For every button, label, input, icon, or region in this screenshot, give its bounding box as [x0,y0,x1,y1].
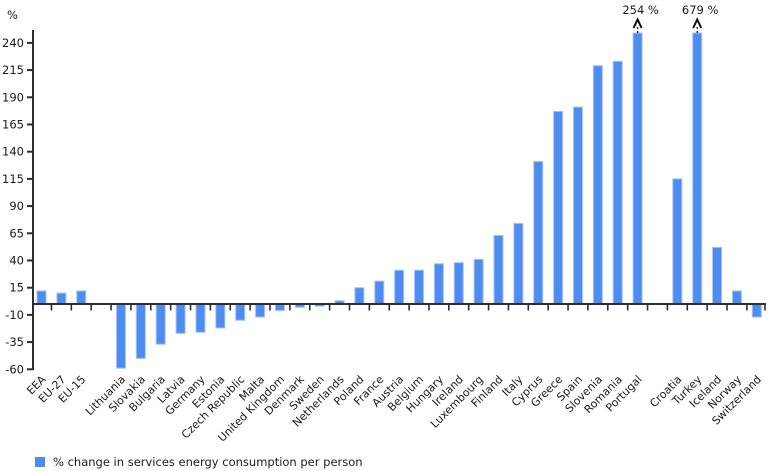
annotation-turkey: 679 % [682,3,719,17]
bar-estonia [215,303,226,329]
y-tick-label-15: 15 [9,281,24,295]
bar-bulgaria [155,303,166,345]
bar-malta [255,303,266,318]
clip-arrow-head [692,17,703,29]
bar-slovakia [135,303,146,359]
bar-spain [572,106,583,305]
y-tick-label-140: 140 [2,145,24,159]
y-tick-label-190: 190 [2,90,24,104]
bar-ireland [453,262,464,305]
bar-norway [731,290,742,305]
bar-belgium [414,269,425,305]
bar-switzerland [751,303,762,318]
bar-poland [354,287,365,305]
bar-slovenia [592,65,603,305]
bar-portugal [632,32,643,305]
bar-croatia [672,178,683,305]
bar-czech-republic [235,303,246,321]
chart-legend: % change in services energy consumption … [35,455,363,469]
bar-cyprus [533,160,544,305]
y-tick-label--10: -10 [5,308,24,322]
bar-turkey [692,32,703,305]
y-tick-label-215: 215 [2,63,24,77]
bar-eu-15 [76,290,87,305]
y-tick-label-40: 40 [9,253,24,267]
bar-greece [553,110,564,305]
bar-eu-27 [56,292,67,305]
legend-label: % change in services energy consumption … [53,455,363,469]
chart-canvas: 254 % 679 % -60 -35 -10 15 40 65 90 115 140 165 190 2… [2,3,766,445]
bar-germany [195,303,206,333]
y-tick-label--35: -35 [5,335,24,349]
bar-luxembourg [473,258,484,305]
legend-swatch [35,457,45,467]
y-tick-label-90: 90 [9,199,24,213]
clip-arrow-head [632,17,643,29]
bar-austria [394,269,405,305]
bar-latvia [175,303,186,334]
y-tick-label--60: -60 [5,362,24,376]
bar-italy [513,222,524,305]
bar-romania [612,60,623,305]
bar-lithuania [115,303,126,369]
y-tick-label-240: 240 [2,36,24,50]
y-tick-label-65: 65 [9,226,24,240]
y-axis-unit-label: % [7,8,18,22]
bar-france [374,280,385,305]
bar-hungary [433,263,444,305]
y-tick-label-115: 115 [2,172,24,186]
bar-finland [493,234,504,305]
bar-eea [36,290,47,305]
bar-iceland [712,246,723,305]
y-tick-label-165: 165 [2,117,24,131]
annotation-portugal: 254 % [622,3,659,17]
